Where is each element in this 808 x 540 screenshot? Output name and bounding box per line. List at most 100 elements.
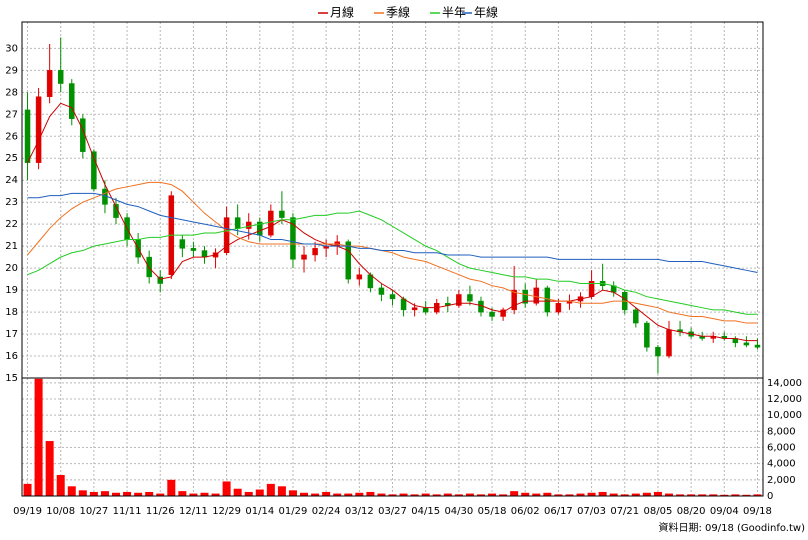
moving-average-line bbox=[27, 102, 758, 342]
volume-bar bbox=[23, 483, 32, 496]
x-tick-label: 08/20 bbox=[677, 506, 706, 517]
candle-body bbox=[467, 294, 473, 302]
volume-bar bbox=[123, 491, 132, 496]
x-tick-label: 10/08 bbox=[46, 506, 75, 517]
volume-bar bbox=[676, 494, 685, 496]
x-tick-label: 07/03 bbox=[577, 506, 606, 517]
candle-body bbox=[754, 344, 761, 348]
volume-bar bbox=[432, 494, 441, 496]
volume-bar bbox=[543, 492, 552, 496]
y-tick-label: 23 bbox=[5, 197, 18, 208]
candle-body bbox=[345, 241, 352, 280]
candle-body bbox=[179, 239, 186, 249]
x-tick-label: 11/11 bbox=[113, 506, 142, 517]
volume-bar bbox=[742, 494, 751, 496]
marks bbox=[23, 37, 762, 496]
candle-body bbox=[378, 287, 385, 295]
y-tick-label: 30 bbox=[5, 43, 18, 54]
volume-bar bbox=[34, 378, 43, 496]
volume-bar bbox=[465, 493, 474, 496]
volume-bar bbox=[167, 479, 176, 496]
candle-body bbox=[500, 309, 506, 317]
volume-bar bbox=[311, 493, 320, 496]
volume-bar bbox=[576, 493, 585, 496]
candle-body bbox=[312, 248, 318, 256]
candle-body bbox=[268, 210, 274, 236]
volume-bar bbox=[200, 492, 209, 496]
x-tick-label: 04/15 bbox=[411, 506, 440, 517]
volume-bar bbox=[288, 490, 297, 496]
x-tick-label: 12/11 bbox=[179, 506, 208, 517]
volume-bar bbox=[565, 494, 574, 496]
candle-body bbox=[456, 294, 462, 306]
volume-bar bbox=[753, 494, 762, 496]
candle-body bbox=[411, 307, 418, 311]
x-tick-label: 05/18 bbox=[478, 506, 507, 517]
candle-body bbox=[655, 346, 661, 357]
footnote: 資料日期: 09/18 (Goodinfo.tw) bbox=[658, 521, 805, 534]
y2-tick-label: 8,000 bbox=[767, 426, 796, 437]
volume-bar bbox=[631, 493, 640, 496]
y-tick-label: 15 bbox=[5, 373, 18, 384]
candle-body bbox=[389, 294, 396, 300]
volume-bar bbox=[510, 491, 519, 496]
y2-tick-label: 4,000 bbox=[767, 459, 796, 470]
candle-body bbox=[245, 221, 252, 229]
y2-tick-label: 10,000 bbox=[767, 410, 802, 421]
candle-body bbox=[489, 311, 495, 317]
y2-tick-label: 2,000 bbox=[767, 475, 796, 486]
volume-bar bbox=[45, 441, 54, 496]
y-tick-label: 16 bbox=[5, 351, 18, 362]
y-tick-label: 29 bbox=[5, 65, 18, 76]
volume-bar bbox=[421, 493, 430, 496]
volume-bar bbox=[653, 491, 662, 496]
moving-average-line bbox=[27, 210, 758, 315]
x-tick-label: 06/02 bbox=[511, 506, 540, 517]
volume-bar bbox=[322, 491, 331, 496]
volume-bar bbox=[598, 491, 607, 496]
candle-body bbox=[201, 250, 208, 258]
candle-body bbox=[544, 287, 551, 313]
candle-body bbox=[743, 342, 750, 346]
candle-body bbox=[57, 70, 64, 84]
y-tick-label: 17 bbox=[5, 329, 18, 340]
volume-bar bbox=[399, 493, 408, 496]
volume-bar bbox=[687, 494, 696, 496]
volume-bar bbox=[222, 481, 231, 496]
x-tick-label: 01/14 bbox=[245, 506, 274, 517]
volume-bar bbox=[255, 489, 264, 496]
y-tick-label: 18 bbox=[5, 307, 18, 318]
y-tick-label: 28 bbox=[5, 87, 18, 98]
volume-bar bbox=[642, 492, 651, 496]
candle-body bbox=[69, 83, 75, 119]
y-tick-label: 19 bbox=[5, 285, 18, 296]
y-tick-label: 20 bbox=[5, 263, 18, 274]
x-tick-label: 06/17 bbox=[544, 506, 573, 517]
volume-bar bbox=[377, 493, 386, 496]
volume-bar bbox=[244, 491, 253, 496]
y-tick-label: 27 bbox=[5, 109, 18, 120]
x-tick-label: 09/19 bbox=[13, 506, 42, 517]
volume-bar bbox=[89, 491, 98, 496]
volume-bar bbox=[300, 492, 309, 496]
legend-label: 季線 bbox=[386, 5, 410, 20]
volume-bar bbox=[156, 493, 165, 496]
y2-tick-label: 12,000 bbox=[767, 394, 802, 405]
legend-label: 半年 bbox=[442, 6, 466, 20]
y2-tick-label: 6,000 bbox=[767, 443, 796, 454]
candle-body bbox=[400, 298, 407, 311]
volume-bar bbox=[189, 493, 198, 496]
volume-bar bbox=[211, 493, 220, 496]
x-tick-label: 03/27 bbox=[378, 506, 407, 517]
volume-bar bbox=[178, 491, 187, 496]
volume-bar bbox=[532, 493, 541, 496]
y-tick-label: 22 bbox=[5, 219, 18, 230]
volume-bar bbox=[145, 491, 154, 496]
x-tick-label: 01/29 bbox=[279, 506, 308, 517]
volume-bar bbox=[499, 494, 508, 496]
candle-body bbox=[190, 248, 197, 251]
y-tick-label: 25 bbox=[5, 153, 18, 164]
x-tick-label: 10/27 bbox=[79, 506, 108, 517]
